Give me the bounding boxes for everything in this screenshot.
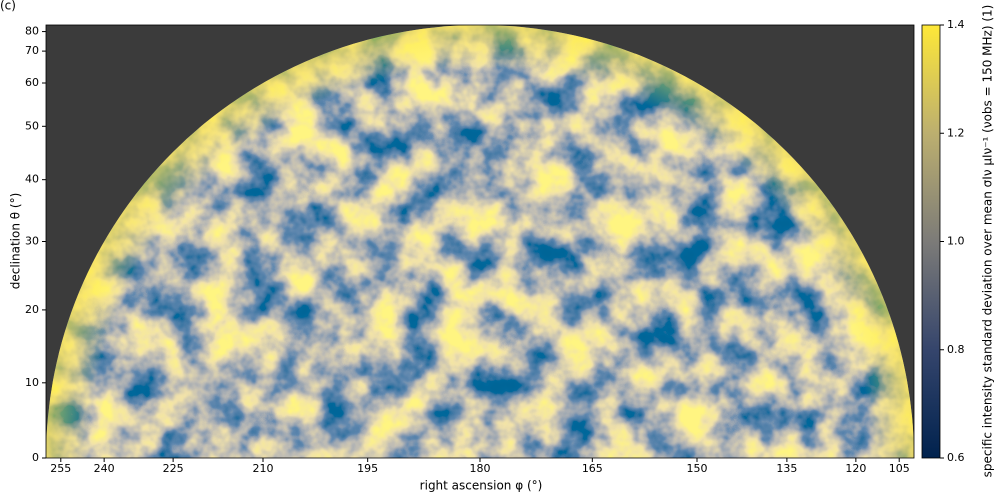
chart: (c) 255240225210195180165150135120105010… <box>0 0 1001 498</box>
colorbar-tick-label: 1.0 <box>947 235 965 248</box>
y-tick-label: 80 <box>25 25 39 38</box>
x-tick-label: 210 <box>253 462 274 475</box>
y-tick-label: 70 <box>25 44 39 57</box>
x-tick-label: 135 <box>776 462 797 475</box>
x-tick-label: 195 <box>357 462 378 475</box>
y-tick-label: 20 <box>25 303 39 316</box>
colorbar-tick-label: 0.6 <box>947 451 965 464</box>
colorbar-label: specific intensity standard deviation ov… <box>981 5 995 478</box>
x-tick-label: 105 <box>889 462 910 475</box>
y-tick-label: 60 <box>25 76 39 89</box>
y-tick-label: 40 <box>25 173 39 186</box>
y-tick-label: 10 <box>25 376 39 389</box>
colorbar <box>922 25 940 458</box>
x-tick-label: 150 <box>687 462 708 475</box>
x-tick-label: 165 <box>582 462 603 475</box>
x-tick-label: 225 <box>163 462 184 475</box>
colorbar-tick-label: 1.2 <box>947 126 965 139</box>
y-tick-label: 50 <box>25 119 39 132</box>
x-tick-label: 180 <box>470 462 491 475</box>
x-tick-label: 240 <box>94 462 115 475</box>
colorbar-tick-label: 1.4 <box>947 18 965 31</box>
x-tick-label: 120 <box>845 462 866 475</box>
colorbar-tick-label: 0.8 <box>947 343 965 356</box>
y-axis-label: declination θ (°) <box>9 193 23 290</box>
y-tick-label: 30 <box>25 235 39 248</box>
panel-label: (c) <box>0 0 16 13</box>
x-axis-label: right ascension φ (°) <box>420 479 543 493</box>
y-tick-label: 0 <box>32 451 39 464</box>
x-tick-label: 255 <box>50 462 71 475</box>
